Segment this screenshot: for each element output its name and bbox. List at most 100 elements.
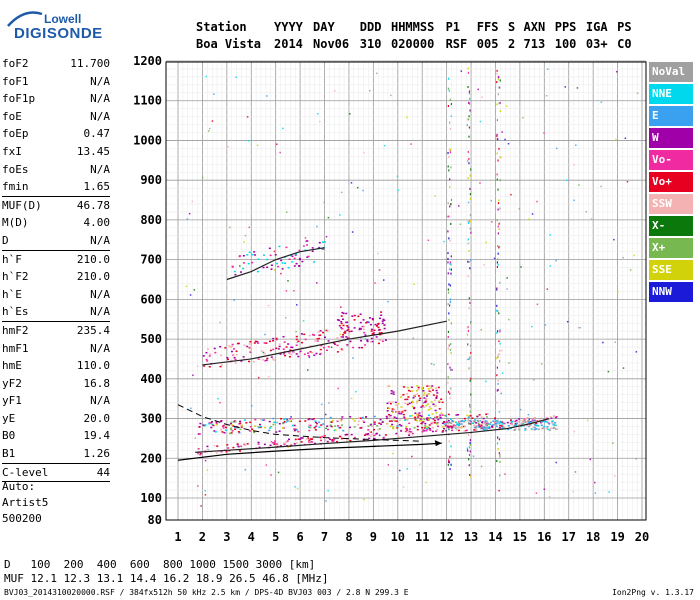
echo-point: [427, 414, 430, 417]
echo-point: [280, 259, 283, 262]
noise-point: [533, 378, 535, 381]
echo-point: [549, 429, 552, 431]
noise-point: [235, 76, 237, 79]
echo-point: [321, 241, 324, 243]
echo-point: [285, 441, 288, 444]
echo-point: [542, 427, 545, 429]
echo-point: [491, 426, 494, 428]
echo-point: [381, 340, 384, 343]
echo-point: [482, 428, 485, 430]
interference-point: [449, 205, 451, 208]
interference-point: [498, 199, 500, 202]
param-row: B0 19.4: [2, 427, 110, 445]
echo-point: [434, 404, 437, 407]
echo-point: [474, 419, 477, 421]
echo-point: [413, 426, 416, 429]
echo-point: [366, 433, 369, 436]
echo-point: [242, 262, 245, 264]
interference-point: [498, 102, 500, 105]
echo-point: [458, 424, 461, 427]
noise-point: [355, 390, 357, 393]
echo-point: [322, 331, 325, 334]
echo-point: [257, 258, 260, 260]
echo-point: [309, 345, 312, 347]
interference-point: [497, 354, 499, 357]
echo-point: [471, 417, 474, 419]
param-value: 4.00: [83, 216, 111, 230]
echo-point: [438, 408, 441, 410]
echo-point: [431, 426, 434, 429]
echo-point: [226, 357, 229, 359]
echo-point: [494, 420, 497, 422]
echo-point: [434, 409, 437, 412]
echo-point: [270, 425, 273, 428]
header-labels-cell: AXN: [523, 20, 546, 34]
echo-point: [428, 390, 431, 392]
y-tick-label: 900: [140, 173, 162, 187]
interference-point: [449, 262, 451, 265]
noise-point: [387, 300, 389, 303]
noise-point: [276, 421, 278, 424]
interference-point: [469, 227, 471, 230]
echo-point: [388, 420, 391, 422]
noise-point: [608, 491, 610, 493]
interference-point: [447, 376, 449, 379]
echo-point: [238, 255, 241, 258]
echo-point: [417, 388, 420, 391]
echo-point: [338, 324, 341, 327]
interference-point: [466, 124, 469, 127]
echo-point: [320, 439, 323, 442]
echo-point: [287, 266, 290, 269]
noise-point: [586, 419, 589, 422]
echo-point: [370, 337, 373, 340]
echo-point: [501, 423, 504, 425]
noise-point: [294, 486, 296, 488]
noise-point: [284, 316, 287, 319]
echo-point: [359, 427, 362, 429]
noise-point: [566, 320, 569, 323]
echo-point: [446, 421, 449, 423]
echo-point: [547, 428, 550, 431]
echo-point: [376, 425, 379, 427]
echo-point: [408, 432, 411, 435]
param-key: C-level: [2, 465, 49, 479]
echo-point: [543, 425, 546, 428]
echo-point: [225, 426, 228, 429]
echo-point: [405, 425, 408, 428]
echo-point: [290, 444, 293, 447]
noise-point: [624, 137, 627, 140]
echo-point: [298, 258, 301, 261]
echo-point: [293, 429, 296, 432]
echo-point: [533, 426, 536, 429]
echo-point: [381, 421, 384, 424]
param-row: foEp 0.47: [2, 125, 110, 143]
interference-point: [448, 461, 450, 464]
interference-point: [496, 135, 498, 138]
echo-point: [398, 423, 401, 426]
noise-point: [330, 346, 333, 349]
echo-point: [524, 427, 527, 430]
echo-point: [249, 426, 252, 428]
noise-point: [518, 207, 521, 210]
echo-point: [277, 265, 280, 268]
echo-point: [235, 353, 238, 356]
noise-point: [276, 143, 278, 146]
echo-point: [263, 419, 266, 421]
echo-point: [528, 421, 531, 424]
noise-point: [363, 151, 365, 154]
echo-point: [457, 426, 460, 429]
param-row: MUF(D) 46.78: [2, 197, 110, 215]
echo-point: [272, 339, 275, 342]
echo-point: [484, 424, 487, 426]
echo-point: [362, 420, 365, 422]
interference-point: [499, 453, 501, 456]
echo-point: [485, 425, 488, 427]
echo-point: [429, 429, 432, 431]
echo-point: [197, 433, 200, 435]
trace-model-trace: [177, 442, 442, 461]
echo-point: [406, 418, 409, 421]
echo-point: [300, 437, 303, 439]
echo-point: [311, 437, 314, 439]
echo-point: [359, 313, 362, 315]
interference-point: [496, 133, 498, 136]
